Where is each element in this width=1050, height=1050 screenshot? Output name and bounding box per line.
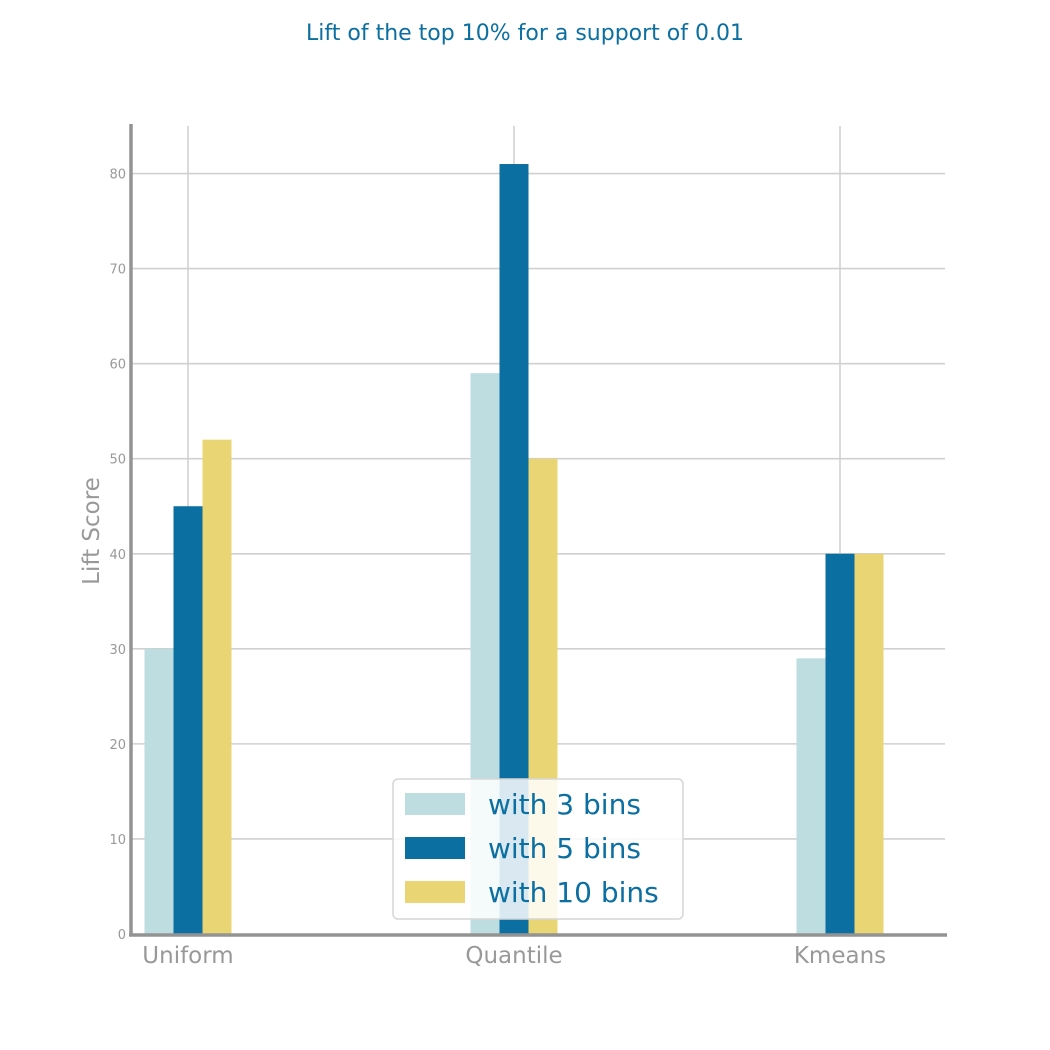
bar-uniform-series-3 [202, 439, 232, 934]
x-tick-label: Uniform [142, 943, 233, 969]
y-tick-label: 20 [109, 738, 126, 753]
y-tick-label: 60 [109, 358, 126, 373]
bar-uniform-series-1 [144, 648, 174, 934]
legend-label: with 10 bins [488, 876, 659, 909]
y-tick-label: 50 [109, 453, 126, 468]
bar-kmeans-series-1 [796, 658, 826, 934]
bar-kmeans-series-2 [825, 553, 855, 934]
y-tick-label: 10 [109, 833, 126, 848]
x-tick-label: Quantile [465, 943, 562, 969]
legend-swatch [405, 881, 465, 903]
legend-swatch [405, 793, 465, 815]
y-axis-label: Lift Score [79, 477, 105, 585]
y-tick-label: 30 [109, 643, 126, 658]
legend-swatch [405, 837, 465, 859]
chart-title: Lift of the top 10% for a support of 0.0… [306, 21, 744, 46]
bar-uniform-series-2 [173, 506, 203, 934]
axis-layer: 0 10 20 30 40 50 60 70 80 Uniform Quantile Kmeans [109, 124, 947, 969]
legend-label: with 3 bins [488, 788, 641, 821]
x-tick-label: Kmeans [794, 943, 886, 969]
y-tick-label: 70 [109, 263, 126, 278]
legend-label: with 5 bins [488, 832, 641, 865]
legend-box [392, 778, 684, 920]
y-tick-label: 40 [109, 548, 126, 563]
legend: with 3 bins with 5 bins with 10 bins [392, 778, 684, 920]
bar-kmeans-series-3 [854, 553, 884, 934]
y-tick-label: 80 [109, 168, 126, 183]
y-tick-label: 0 [118, 928, 126, 943]
